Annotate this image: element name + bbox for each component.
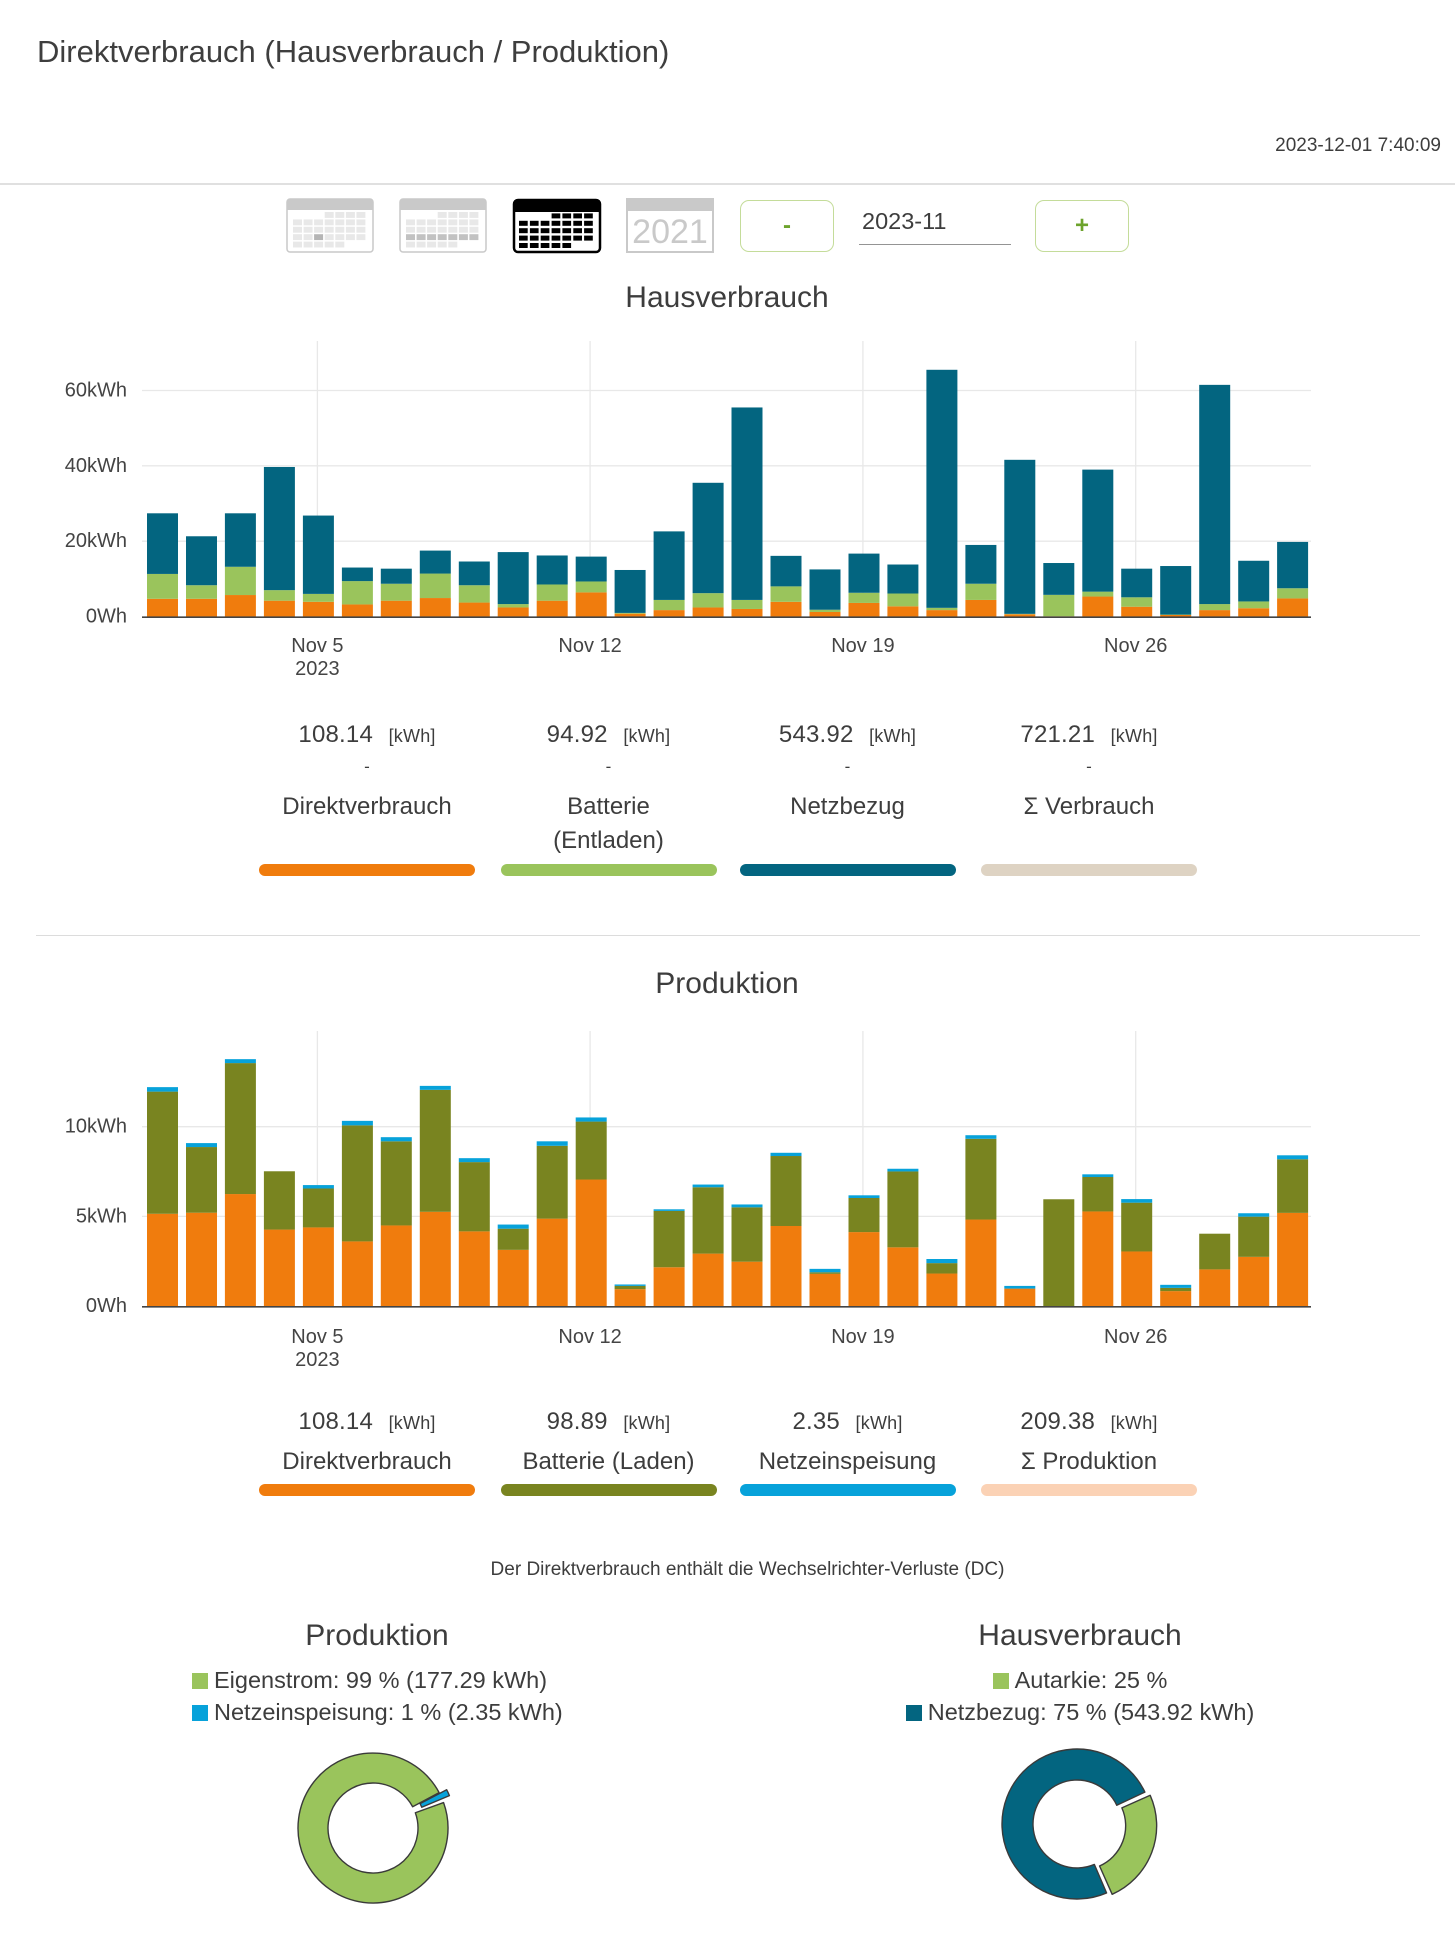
svg-text:60kWh: 60kWh: [65, 380, 127, 402]
svg-text:Nov 12: Nov 12: [558, 635, 621, 657]
svg-text:Nov 5: Nov 5: [291, 635, 343, 657]
svg-text:Nov 12: Nov 12: [558, 1326, 621, 1348]
svg-text:0Wh: 0Wh: [86, 606, 127, 628]
svg-text:Nov 5: Nov 5: [291, 1326, 343, 1348]
svg-text:2021: 2021: [632, 213, 708, 251]
svg-text:10kWh: 10kWh: [65, 1116, 127, 1138]
svg-text:Nov 19: Nov 19: [831, 635, 894, 657]
svg-text:Hausverbrauch: Hausverbrauch: [625, 281, 828, 314]
svg-text:Nov 19: Nov 19: [831, 1326, 894, 1348]
svg-text:Produktion: Produktion: [655, 967, 798, 1000]
svg-text:5kWh: 5kWh: [76, 1205, 127, 1227]
svg-text:2023: 2023: [295, 1349, 340, 1371]
svg-text:Nov 26: Nov 26: [1104, 1326, 1167, 1348]
svg-text:40kWh: 40kWh: [65, 455, 127, 477]
svg-text:0Wh: 0Wh: [86, 1295, 127, 1317]
svg-text:2023: 2023: [295, 658, 340, 680]
svg-text:20kWh: 20kWh: [65, 530, 127, 552]
svg-text:Nov 26: Nov 26: [1104, 635, 1167, 657]
